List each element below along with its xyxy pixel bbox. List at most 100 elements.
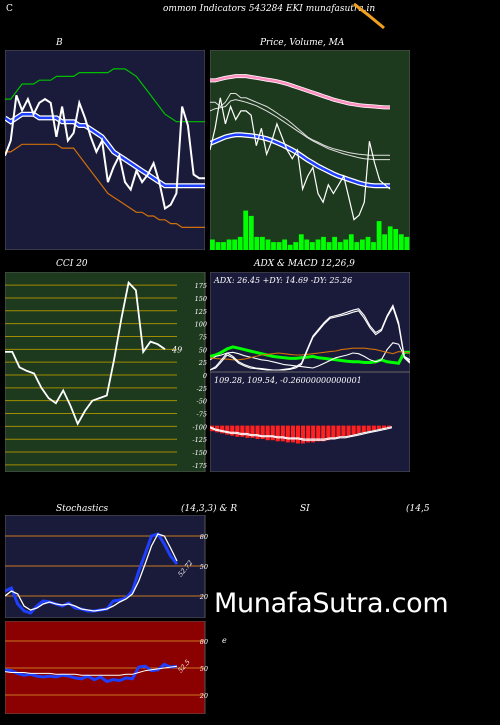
macd-histogram-bar — [341, 425, 346, 437]
bb-background — [5, 50, 205, 250]
macd-histogram-bar — [321, 425, 326, 442]
cci-tick-label: 125 — [195, 308, 207, 316]
volume-bar — [348, 234, 354, 250]
macd-histogram-bar — [301, 425, 306, 444]
volume-bar — [265, 239, 271, 250]
header-scribble — [352, 2, 386, 30]
volume-bar — [282, 239, 287, 250]
rsi-tick-label: 50 — [200, 665, 208, 673]
bb-panel — [5, 50, 205, 250]
macd-histogram-bar — [371, 425, 376, 431]
macd-histogram-bar — [240, 425, 245, 437]
volume-bar — [360, 239, 365, 250]
macd-histogram-bar — [255, 425, 260, 439]
cci-tick-label: 175 — [195, 282, 207, 290]
macd-histogram-bar — [265, 425, 270, 441]
rsi-tick-label: 20 — [199, 692, 208, 700]
macd-histogram-bar — [376, 425, 381, 429]
rsi-side-label: e — [222, 636, 227, 645]
rsi-panel: 80 50 20 52.5 — [5, 621, 210, 714]
macd-histogram-bar — [230, 425, 235, 436]
bb-series-middle — [5, 112, 205, 188]
cci-panel: 175 150 125 100 75 50 25 0 -25 -50 -75 -100 -125 -150… — [5, 272, 210, 472]
adx-chart: ADX: 26.45 +DY: 14.69 -DY: 25.26 109.28, … — [210, 272, 410, 472]
adx-series-envelope_b — [210, 306, 410, 371]
cci-tick-label: -100 — [192, 423, 207, 431]
macd-histogram-bar — [306, 425, 311, 443]
macd-series-macd — [210, 427, 393, 441]
volume-bar — [271, 242, 276, 250]
volume-bar — [221, 242, 226, 250]
stoch-tick-label: 20 — [199, 593, 208, 601]
bb-series-upper — [5, 68, 205, 123]
cci-current-label: 49 — [171, 345, 182, 354]
macd-histogram-bar — [250, 425, 255, 438]
macd-histogram-bar — [275, 425, 280, 442]
macd-histogram-bar — [386, 425, 391, 428]
volume-bar — [210, 239, 215, 250]
bb-series-lower — [5, 143, 205, 228]
volume-bar — [237, 236, 243, 250]
volume-bar — [321, 236, 326, 250]
bb-series-price — [5, 94, 205, 211]
cci-tick-label: -125 — [192, 436, 207, 444]
cci-tick-label: -25 — [197, 385, 207, 393]
watermark: MunafaSutra.com — [214, 588, 449, 619]
macd-histogram-bar — [280, 425, 285, 442]
bb-title: B — [56, 38, 63, 48]
macd-histogram-bar — [351, 425, 356, 435]
cci-tick-label: -175 — [192, 462, 207, 470]
cci-chart: 175 150 125 100 75 50 25 0 -25 -50 -75 -100 -125 -150… — [5, 272, 207, 472]
stoch-title: Stochastics — [56, 504, 109, 514]
macd-histogram-bar — [235, 425, 240, 437]
volume-bar — [382, 234, 387, 250]
rsi-title: SI — [300, 504, 310, 514]
macd-histogram-bar — [346, 425, 351, 436]
volume-bar — [260, 236, 265, 250]
volume-bar — [276, 242, 282, 250]
macd-histogram-bar — [311, 425, 316, 443]
price-series-ma_pink — [210, 74, 390, 109]
stoch-tick-label: 80 — [200, 533, 208, 541]
volume-bar — [232, 239, 237, 250]
macd-histogram-bar — [290, 425, 295, 443]
price-panel — [210, 50, 410, 250]
volume-bar — [243, 210, 249, 250]
macd-histogram-bar — [270, 425, 275, 441]
macd-histogram-bar — [356, 425, 361, 434]
macd-histogram-bar — [336, 425, 341, 438]
price-series-ma_white1 — [210, 93, 390, 156]
macd-histogram-bar — [285, 425, 290, 443]
macd-histogram-bar — [331, 425, 336, 439]
volume-bar — [310, 242, 315, 250]
rsi-tick-label: 80 — [200, 638, 208, 646]
cci-background — [5, 272, 206, 472]
volume-bar — [398, 234, 404, 250]
price-background — [210, 50, 410, 250]
rsi-params: (14,5 — [406, 504, 430, 514]
stoch-tick-label: 50 — [200, 563, 208, 571]
bb-chart — [5, 50, 205, 250]
cci-tick-label: 75 — [199, 333, 207, 341]
header-title: ommon Indicators 543284 EKI munafasutra.… — [163, 4, 376, 14]
adx-series-minus_dy — [210, 347, 410, 361]
header-left-letter: C — [6, 4, 13, 14]
price-title: Price, Volume, MA — [260, 38, 345, 48]
macd-histogram-bar — [316, 425, 321, 442]
cci-tick-label: 50 — [199, 346, 207, 354]
volume-bar — [343, 239, 349, 250]
macd-histogram-bar — [361, 425, 366, 433]
volume-bar — [293, 242, 299, 250]
adx-values-label: ADX: 26.45 +DY: 14.69 -DY: 25.26 — [213, 276, 352, 285]
adx-title: ADX & MACD 12,26,9 — [254, 259, 355, 269]
volume-bar — [215, 242, 221, 250]
volume-bar — [254, 236, 260, 250]
macd-histogram-bar — [381, 425, 386, 429]
price-chart — [210, 50, 410, 250]
stoch-params: (14,3,3) & R — [181, 504, 238, 514]
volume-bar — [226, 239, 232, 250]
cci-tick-label: 150 — [195, 295, 207, 303]
volume-bar — [371, 242, 376, 250]
